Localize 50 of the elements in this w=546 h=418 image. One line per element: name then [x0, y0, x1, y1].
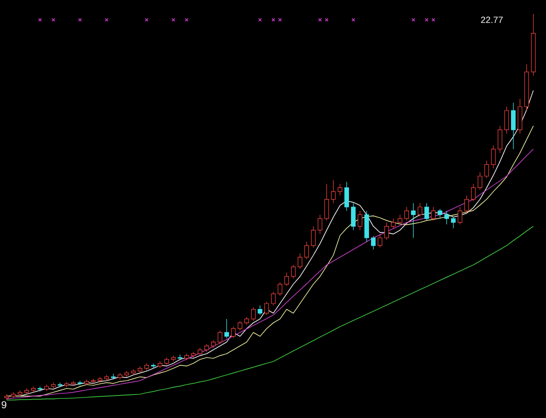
candlestick — [258, 305, 262, 316]
candlestick — [58, 382, 62, 388]
candlestick — [338, 184, 342, 196]
candlestick — [444, 210, 449, 225]
candlestick — [278, 282, 282, 296]
candlestick — [324, 184, 329, 221]
candlestick — [331, 180, 336, 204]
candlestick — [478, 172, 482, 190]
candlestick — [491, 144, 496, 169]
candlestick — [378, 234, 382, 248]
candlestick — [271, 292, 276, 306]
candlestick — [311, 226, 316, 248]
candlestick — [498, 126, 502, 154]
candlestick — [178, 354, 182, 361]
candlestick — [251, 307, 256, 322]
candlestick — [431, 206, 436, 221]
candlestick — [424, 202, 429, 221]
candlestick — [484, 160, 489, 178]
candlestick — [284, 272, 289, 286]
candlestick — [451, 216, 456, 229]
candlestick — [298, 253, 302, 270]
candlestick — [511, 102, 516, 150]
candlestick — [218, 330, 222, 344]
candlestick — [351, 202, 356, 230]
candlestick — [318, 214, 322, 234]
candlestick — [231, 326, 236, 339]
candlestick — [38, 386, 42, 392]
candlestick — [418, 202, 422, 217]
candlestick — [398, 214, 402, 225]
candlestick — [224, 318, 229, 339]
candlestick — [264, 301, 269, 316]
candlestick — [464, 195, 469, 214]
candlestick — [238, 320, 242, 331]
candlestick — [344, 182, 349, 212]
candlestick — [458, 206, 462, 225]
candlestick — [391, 218, 396, 229]
annotation: 22.77 — [481, 16, 503, 23]
candlestick — [438, 208, 442, 219]
candlestick — [411, 202, 416, 238]
candlestick — [358, 210, 362, 230]
candlestick — [404, 206, 409, 221]
text: 9 — [2, 401, 6, 408]
candlestick — [364, 210, 369, 242]
candlestick — [371, 236, 376, 250]
candlestick — [304, 241, 309, 260]
candlestick — [291, 264, 296, 279]
candlestick — [518, 98, 522, 134]
candlestick — [384, 222, 389, 240]
candlestick — [504, 106, 509, 134]
candlestick — [471, 184, 476, 202]
